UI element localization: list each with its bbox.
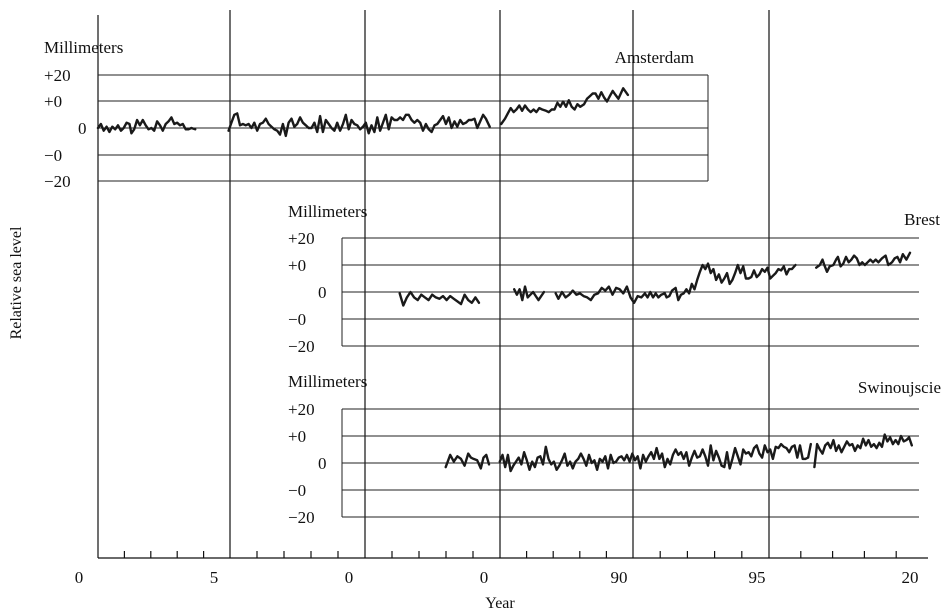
y-tick-label: +20 — [288, 400, 315, 419]
y-tick-label: −0 — [288, 481, 306, 500]
amsterdam-panel: Millimeters Amsterdam +20 +0 0 −0 −20 — [44, 38, 709, 191]
x-axis-title: Year — [485, 595, 515, 612]
panel-station-name: Brest — [904, 210, 940, 229]
y-tick-label: +0 — [44, 92, 62, 111]
panel-gridlines — [341, 237, 919, 347]
x-tick-label: 90 — [611, 568, 628, 587]
y-tick-label: −20 — [288, 337, 315, 356]
y-tick-label: −0 — [44, 146, 62, 165]
series-segment — [398, 290, 481, 307]
y-tick-label: +20 — [288, 229, 315, 248]
decade-separators — [229, 10, 770, 558]
y-tick-label: −20 — [44, 172, 71, 191]
panel-station-name: Amsterdam — [615, 48, 694, 67]
series-segment — [813, 433, 913, 469]
y-tick-label: 0 — [318, 454, 327, 473]
x-tick-label: 0 — [345, 568, 354, 587]
panel-gridlines — [341, 408, 919, 518]
y-tick-label: −20 — [288, 508, 315, 527]
series-segment — [500, 87, 630, 126]
x-tick-labels: 0 5 0 0 90 95 20 — [75, 568, 919, 587]
y-axis-title: Relative sea level — [8, 226, 25, 339]
series-segment — [96, 116, 197, 135]
x-tick-label: 20 — [902, 568, 919, 587]
y-tick-label: +20 — [44, 66, 71, 85]
amsterdam-series — [96, 87, 630, 138]
panel-y-tick-labels: +20 +0 0 −0 −20 — [44, 66, 87, 191]
swinoujscie-series — [444, 433, 913, 473]
brest-panel: Millimeters Brest +20 +0 0 −0 −20 — [288, 202, 940, 356]
x-tick-label: 0 — [480, 568, 489, 587]
series-segment — [554, 262, 797, 304]
series-segment — [444, 452, 491, 470]
panel-unit-label: Millimeters — [288, 372, 367, 391]
panel-unit-label: Millimeters — [44, 38, 123, 57]
panel-station-name: Swinoujscie — [858, 378, 941, 397]
series-segment — [513, 285, 546, 302]
y-tick-label: 0 — [78, 119, 87, 138]
x-tick-label: 5 — [210, 568, 219, 587]
panel-y-tick-labels: +20 +0 0 −0 −20 — [288, 229, 327, 356]
x-tick-label: 95 — [749, 568, 766, 587]
y-tick-label: 0 — [318, 283, 327, 302]
panel-y-tick-labels: +20 +0 0 −0 −20 — [288, 400, 327, 527]
x-tick-label: 0 — [75, 568, 84, 587]
series-segment — [227, 112, 491, 138]
brest-series — [398, 251, 912, 307]
series-segment — [498, 442, 812, 473]
swinoujscie-panel: Millimeters Swinoujscie +20 +0 0 −0 −20 — [288, 372, 941, 527]
series-segment — [815, 251, 912, 273]
x-minor-ticks — [123, 551, 897, 558]
y-tick-label: +0 — [288, 256, 306, 275]
y-tick-label: +0 — [288, 427, 306, 446]
y-tick-label: −0 — [288, 310, 306, 329]
panel-unit-label: Millimeters — [288, 202, 367, 221]
